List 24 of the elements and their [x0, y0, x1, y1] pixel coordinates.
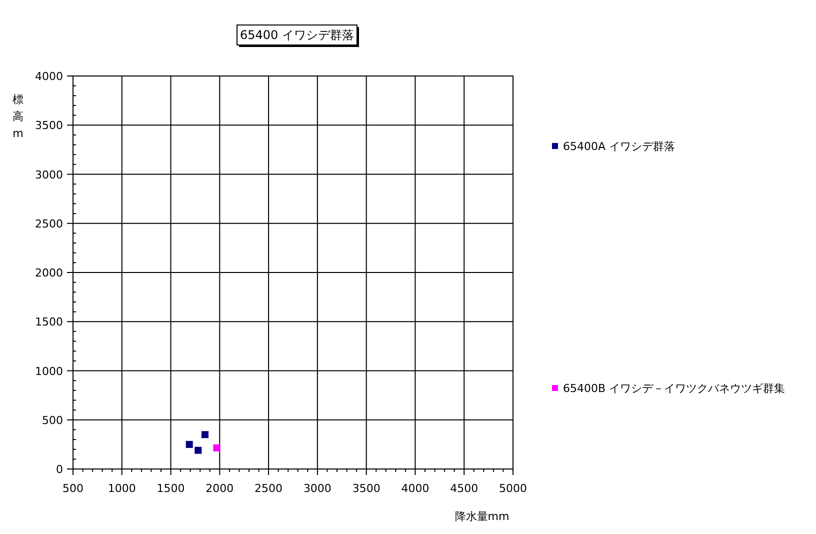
chart-title: 65400 イワシデ群落 [240, 28, 354, 42]
y-tick-label: 2500 [35, 217, 63, 230]
x-tick-label: 2500 [254, 482, 283, 495]
y-tick-label: 4000 [35, 70, 63, 83]
y-tick-label: 3500 [35, 119, 63, 132]
x-tick-label: 5000 [499, 482, 527, 495]
y-tick-label: 3000 [35, 168, 63, 182]
legend-label: 65400B イワシデ－イワツクバネウツギ群集 [563, 382, 786, 395]
y-tick-label: 1000 [35, 364, 63, 378]
x-tick-label: 1500 [156, 482, 185, 495]
x-tick-label: 3000 [303, 482, 332, 495]
x-tick-label: 3500 [352, 482, 380, 495]
legend-label: 65400A イワシデ群落 [563, 140, 676, 153]
x-tick-label: 4500 [450, 482, 478, 495]
x-tick-label: 1000 [108, 482, 136, 495]
x-tick-label: 500 [62, 482, 84, 495]
y-axis-title: 標高m [12, 93, 24, 140]
y-tick-label: 2000 [35, 266, 63, 280]
y-tick-label: 1500 [35, 316, 63, 329]
y-tick-label: 0 [56, 463, 63, 476]
x-tick-label: 4000 [401, 482, 430, 495]
x-axis-title: 降水量mm [454, 510, 510, 523]
x-tick-label: 2000 [206, 482, 234, 495]
y-tick-label: 500 [42, 414, 63, 427]
